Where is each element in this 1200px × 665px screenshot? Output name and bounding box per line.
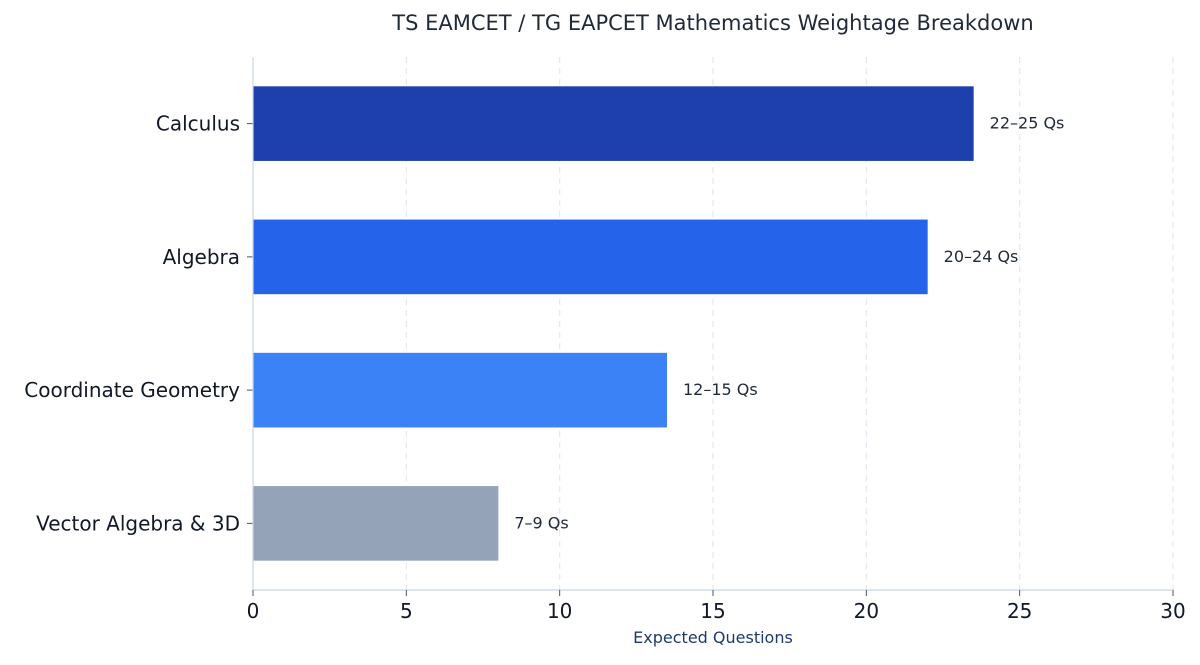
bar bbox=[253, 219, 928, 295]
x-tick-label: 5 bbox=[400, 599, 413, 623]
bars: 22–25 Qs 20–24 Qs 12–15 Qs 7–9 Qs bbox=[253, 86, 1065, 561]
x-tick-label: 25 bbox=[1007, 599, 1032, 623]
x-tick-label: 20 bbox=[854, 599, 879, 623]
y-tick-label: Calculus bbox=[156, 112, 240, 136]
y-tick-label: Coordinate Geometry bbox=[24, 378, 240, 402]
x-tick-label: 10 bbox=[547, 599, 572, 623]
axes: Calculus Algebra Coordinate Geometry Vector… bbox=[24, 57, 1186, 623]
x-axis-label: Expected Questions bbox=[633, 628, 793, 647]
data-label: 22–25 Qs bbox=[990, 114, 1065, 133]
bar bbox=[253, 352, 667, 428]
x-tick-label: 30 bbox=[1160, 599, 1185, 623]
data-label: 20–24 Qs bbox=[944, 247, 1019, 266]
y-tick-label: Algebra bbox=[163, 245, 240, 269]
chart-title: TS EAMCET / TG EAPCET Mathematics Weight… bbox=[391, 11, 1033, 35]
y-tick-label: Vector Algebra & 3D bbox=[36, 511, 240, 535]
x-tick-label: 15 bbox=[700, 599, 725, 623]
data-label: 7–9 Qs bbox=[514, 513, 568, 532]
bar bbox=[253, 86, 974, 161]
bar bbox=[253, 486, 499, 561]
x-tick-label: 0 bbox=[247, 599, 260, 623]
data-label: 12–15 Qs bbox=[683, 380, 758, 399]
